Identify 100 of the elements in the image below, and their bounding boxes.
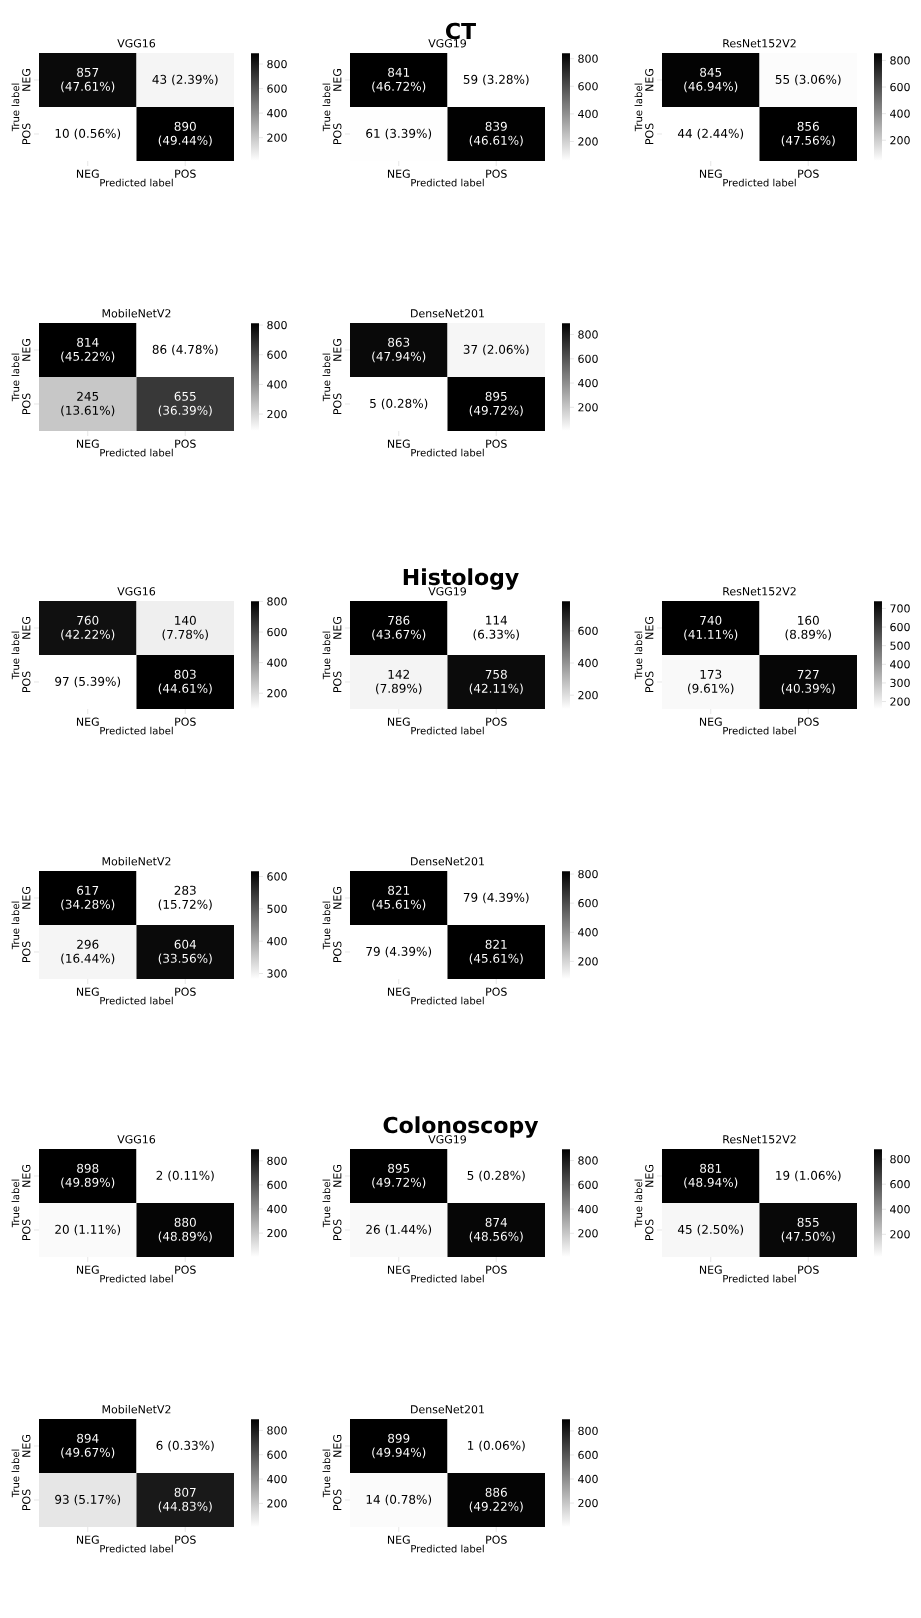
y-axis-title: True label (322, 1449, 331, 1498)
data-label: 5 (0.28%) (467, 1170, 525, 1182)
chart-title: VGG16 (117, 39, 156, 48)
color-bar-label: 400 (578, 658, 598, 668)
x-axis-title: Predicted label (100, 1274, 173, 1283)
x-tick-label: NEG (76, 1535, 99, 1544)
data-label: 114 (6.33%) (473, 615, 519, 641)
chart-title: MobileNetV2 (102, 308, 171, 318)
x-tick-label: POS (175, 987, 196, 996)
color-bar-label: 400 (267, 380, 287, 389)
data-label: 245 (13.61%) (61, 391, 115, 417)
y-tick-label: POS (333, 671, 342, 693)
y-axis-title: True label (634, 1179, 643, 1228)
y-tick-label: POS (645, 1219, 654, 1241)
y-axis-title: True label (322, 353, 331, 402)
color-bar-label: 600 (578, 626, 598, 636)
color-bar-label: 400 (890, 1205, 910, 1214)
chart-title: DenseNet201 (411, 1405, 484, 1414)
chart-title: VGG19 (428, 39, 467, 48)
y-axis-title: True label (634, 83, 643, 132)
color-bar-label: 200 (578, 691, 598, 700)
data-label: 55 (3.06%) (775, 74, 841, 86)
data-label: 841 (46.72%) (372, 67, 426, 93)
y-tick-label: NEG (22, 339, 31, 361)
data-label: 863 (47.94%) (372, 337, 426, 363)
data-label: 14 (0.78%) (366, 1494, 432, 1506)
color-bar-label: 400 (267, 108, 287, 118)
x-tick-label: POS (486, 439, 507, 448)
data-label: 895 (49.72%) (469, 391, 523, 417)
x-tick-label: POS (486, 1535, 507, 1544)
data-label: 845 (46.94%) (684, 67, 738, 93)
data-label: 2 (0.11%) (156, 1170, 214, 1182)
y-axis-title: True label (11, 83, 20, 132)
x-axis-title: Predicted label (411, 178, 484, 187)
y-tick-label: NEG (22, 1165, 31, 1187)
chart-title: MobileNetV2 (102, 856, 171, 866)
chart-title: ResNet152V2 (723, 39, 796, 48)
data-label: 760 (42.22%) (61, 615, 115, 641)
data-label: 881 (48.94%) (684, 1163, 738, 1189)
y-axis-title: True label (322, 1179, 331, 1228)
x-tick-label: POS (175, 439, 196, 448)
data-label: 142 (7.89%) (376, 669, 422, 695)
data-label: 140 (7.78%) (162, 615, 208, 641)
data-label: 59 (3.28%) (463, 74, 529, 86)
color-bar-label: 400 (267, 937, 287, 946)
y-tick-label: NEG (333, 1435, 342, 1457)
color-bar-label: 600 (890, 82, 910, 92)
y-tick-label: POS (22, 123, 31, 145)
color-bar-label: 600 (578, 1180, 598, 1189)
x-tick-label: POS (798, 1265, 819, 1274)
color-bar-label: 800 (267, 1426, 287, 1435)
x-tick-label: NEG (76, 717, 99, 726)
color-bar-label: 600 (267, 872, 287, 881)
x-tick-label: POS (486, 987, 507, 996)
color-bar-label: 400 (267, 1474, 287, 1484)
data-label: 79 (4.39%) (463, 892, 529, 904)
data-label: 93 (5.17%) (55, 1494, 121, 1506)
color-bar-label: 400 (267, 1204, 287, 1214)
x-tick-label: NEG (387, 987, 410, 996)
data-label: 5 (0.28%) (370, 398, 428, 410)
x-tick-label: NEG (387, 717, 410, 726)
y-tick-label: POS (22, 671, 31, 693)
color-bar-label: 600 (267, 1180, 287, 1190)
color-bar-label: 800 (578, 1426, 598, 1436)
color-bar-label: 400 (578, 378, 598, 388)
x-axis-title: Predicted label (723, 1274, 796, 1283)
color-bar-label: 200 (578, 403, 598, 412)
data-label: 19 (1.06%) (776, 1170, 841, 1182)
x-axis-title: Predicted label (411, 996, 484, 1005)
color-bar-label: 600 (578, 354, 598, 363)
data-label: 617 (34.28%) (61, 885, 115, 911)
data-label: 880 (48.89%) (158, 1217, 212, 1243)
color-bar-label: 400 (267, 658, 287, 667)
y-tick-label: NEG (333, 887, 342, 909)
data-label: 45 (2.50%) (677, 1224, 744, 1236)
x-tick-label: NEG (76, 169, 99, 178)
x-tick-label: NEG (387, 439, 410, 448)
y-tick-label: NEG (333, 617, 342, 639)
color-bar-label: 400 (890, 660, 910, 669)
x-tick-label: NEG (699, 169, 722, 178)
x-tick-label: POS (798, 169, 819, 178)
color-bar-label: 600 (890, 1180, 910, 1189)
data-label: 807 (44.83%) (158, 1487, 212, 1513)
data-label: 857 (47.61%) (61, 67, 115, 93)
y-tick-label: NEG (333, 339, 342, 361)
y-axis-title: True label (11, 1179, 20, 1228)
color-bar-label: 400 (578, 109, 598, 119)
color-bar-label: 300 (890, 678, 910, 688)
y-axis-title: True label (11, 631, 20, 680)
x-tick-label: POS (175, 169, 196, 178)
data-label: 803 (44.61%) (158, 669, 212, 695)
color-bar-label: 700 (890, 604, 910, 613)
x-axis-title: Predicted label (411, 448, 484, 457)
text: CT (446, 22, 476, 40)
y-tick-label: NEG (333, 1165, 342, 1187)
x-axis-title: Predicted label (100, 1544, 173, 1553)
x-axis-title: Predicted label (100, 726, 173, 735)
data-label: 655 (36.39%) (158, 391, 212, 417)
color-bar-label: 200 (267, 689, 287, 698)
data-label: 758 (42.11%) (469, 669, 523, 695)
